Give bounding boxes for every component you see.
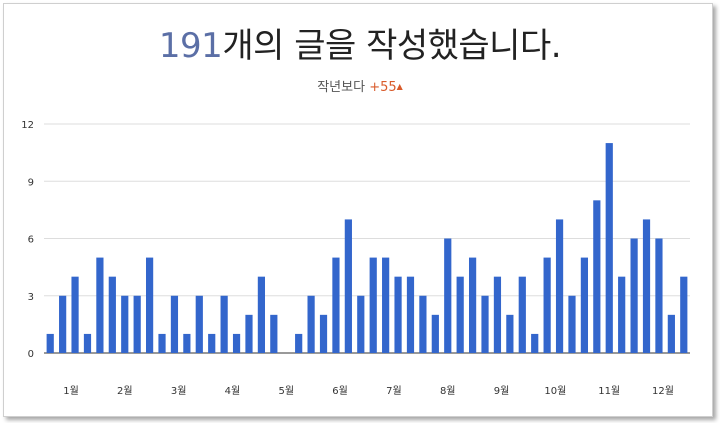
post-count: 191 [158,26,223,66]
bar [468,257,477,353]
bar [257,276,266,353]
bar [419,295,427,353]
bar [642,219,651,353]
bar [332,257,340,353]
bar [543,257,551,353]
x-tick-label: 8월 [440,385,456,397]
y-tick-label: 12 [21,120,34,131]
y-tick-label: 3 [28,292,34,303]
bar [183,333,191,353]
bar [518,276,526,353]
bar [680,276,688,353]
bar [382,257,390,353]
y-tick-label: 9 [28,177,34,188]
bar [506,314,514,353]
bar [83,333,92,353]
x-tick-label: 1월 [63,385,79,397]
x-tick-label: 7월 [386,385,402,397]
x-tick-label: 9월 [494,385,510,397]
bar [444,238,452,353]
bar [394,276,402,353]
x-tick-label: 4월 [225,385,241,397]
bar [531,333,539,353]
bar [605,143,613,353]
x-tick-label: 11월 [598,385,620,397]
bar [170,295,179,353]
bar [593,200,601,353]
bar [133,295,141,353]
bar [121,295,129,353]
bar [46,333,54,353]
bar [369,257,377,353]
bar [96,257,104,353]
x-tick-label: 2월 [117,385,133,397]
up-arrow-icon: ▲ [396,82,403,91]
bar [456,276,464,353]
bar [220,295,228,353]
bar [108,276,116,353]
bar [481,295,489,353]
bar [307,295,315,353]
x-tick-label: 3월 [171,385,187,397]
bar [344,219,352,353]
bar [431,314,439,353]
bar [618,276,626,353]
x-tick-label: 6월 [332,385,348,397]
page-title: 191개의 글을 작성했습니다. [0,18,720,67]
bar [630,238,638,353]
headline-suffix: 개의 글을 작성했습니다. [222,26,562,66]
bar [145,257,154,353]
bar [245,314,253,353]
y-tick-label: 0 [28,349,34,360]
bar [555,219,564,353]
bar [270,314,278,353]
bar [59,295,67,353]
bar [158,333,166,353]
bar [493,276,502,353]
bar [319,314,328,353]
x-tick-label: 5월 [278,385,294,397]
bar [667,314,675,353]
bar [406,276,415,353]
x-tick-label: 12월 [652,385,674,397]
bar [295,333,303,353]
bar [195,295,203,353]
bar [71,276,79,353]
bar [655,238,663,353]
bar [232,333,241,353]
compare-delta: +55 [369,80,397,95]
compare-label: 작년보다 [317,80,366,95]
x-tick-label: 10월 [544,385,566,397]
bar [357,295,365,353]
y-tick-label: 6 [28,235,34,246]
bar [580,257,589,353]
bar [568,295,576,353]
bar [208,333,216,353]
year-comparison: 작년보다 +55▲ [0,76,720,95]
